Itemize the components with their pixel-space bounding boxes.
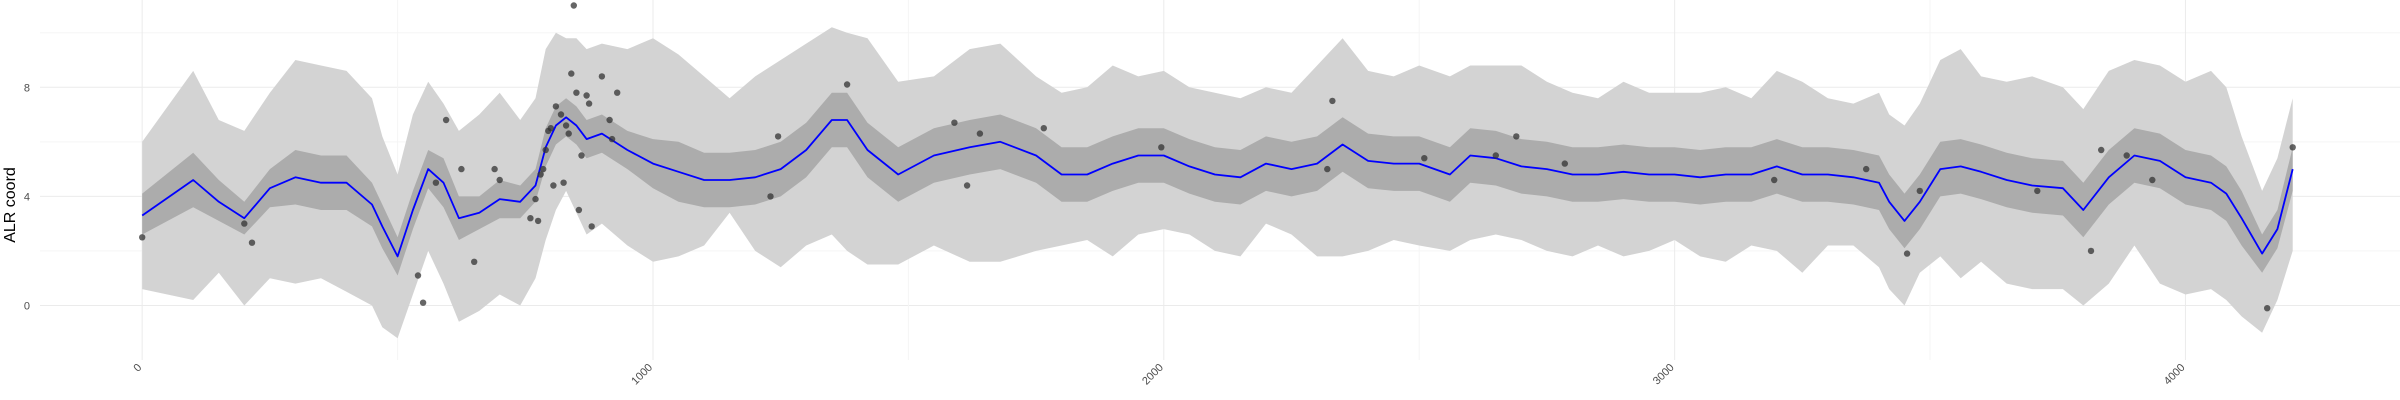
data-point — [1863, 165, 1870, 173]
mean-line-path — [141, 116, 2294, 258]
posterior-mean-line — [141, 116, 2294, 258]
y-tick-label: 4 — [24, 191, 30, 203]
data-point — [565, 130, 572, 137]
data-point — [1421, 155, 1428, 162]
inner-credible-band — [142, 92, 2293, 276]
data-point — [432, 179, 440, 186]
data-point — [843, 81, 851, 88]
data-point — [496, 176, 503, 184]
data-point — [547, 125, 554, 132]
data-point — [557, 111, 565, 118]
y-tick-label: 0 — [24, 300, 30, 312]
data-point — [774, 133, 782, 140]
data-point — [614, 89, 621, 96]
data-point — [1329, 97, 1336, 105]
x-tick-label: 4000 — [2162, 362, 2188, 388]
data-point — [951, 119, 958, 126]
data-point — [491, 165, 498, 173]
data-point — [767, 193, 774, 200]
data-point — [1492, 152, 1500, 159]
y-tick-label: 8 — [24, 82, 30, 94]
data-point — [570, 2, 577, 9]
data-point — [568, 70, 575, 77]
data-point — [537, 171, 544, 178]
data-point — [560, 179, 567, 186]
data-point — [248, 239, 256, 246]
data-point — [1916, 187, 1924, 195]
data-point — [976, 130, 984, 137]
data-point — [963, 182, 971, 189]
data-point — [2149, 176, 2156, 184]
data-point — [1903, 250, 1911, 257]
x-tick-label: 3000 — [1651, 362, 1677, 388]
data-point — [2087, 247, 2095, 255]
inner-band-area — [142, 92, 2293, 276]
data-point — [575, 206, 583, 214]
data-point — [2123, 152, 2130, 159]
x-tick-label: 0 — [131, 362, 144, 375]
data-point — [534, 217, 542, 225]
data-point — [414, 272, 422, 279]
data-point — [562, 122, 570, 129]
data-point — [2289, 144, 2296, 151]
data-point — [542, 146, 549, 154]
data-point — [471, 258, 478, 265]
data-point — [139, 234, 146, 241]
data-point — [1513, 133, 1520, 140]
data-point — [527, 215, 534, 222]
data-point — [442, 116, 450, 124]
data-point — [1324, 165, 1331, 173]
data-point — [2034, 187, 2041, 195]
data-point — [588, 223, 595, 230]
data-point — [419, 299, 427, 306]
data-point — [532, 195, 539, 203]
x-tick-label: 1000 — [629, 362, 655, 388]
data-point — [578, 152, 585, 159]
data-point — [241, 220, 248, 227]
data-point — [458, 165, 465, 173]
data-point — [2264, 305, 2271, 312]
data-point — [1040, 125, 1048, 132]
observed-points — [139, 2, 2296, 312]
data-point — [583, 92, 590, 99]
x-tick-label: 2000 — [1140, 362, 1166, 388]
data-point — [573, 89, 580, 96]
data-point — [1771, 176, 1778, 184]
data-point — [1158, 144, 1165, 151]
y-axis-title: ALR coord — [2, 167, 19, 243]
data-point — [585, 100, 593, 107]
data-point — [2098, 146, 2105, 154]
data-point — [1561, 160, 1569, 167]
data-point — [606, 116, 613, 124]
data-point — [608, 135, 616, 143]
data-point — [540, 165, 547, 173]
data-point — [598, 73, 606, 80]
data-point — [552, 103, 560, 110]
data-point — [550, 182, 557, 189]
